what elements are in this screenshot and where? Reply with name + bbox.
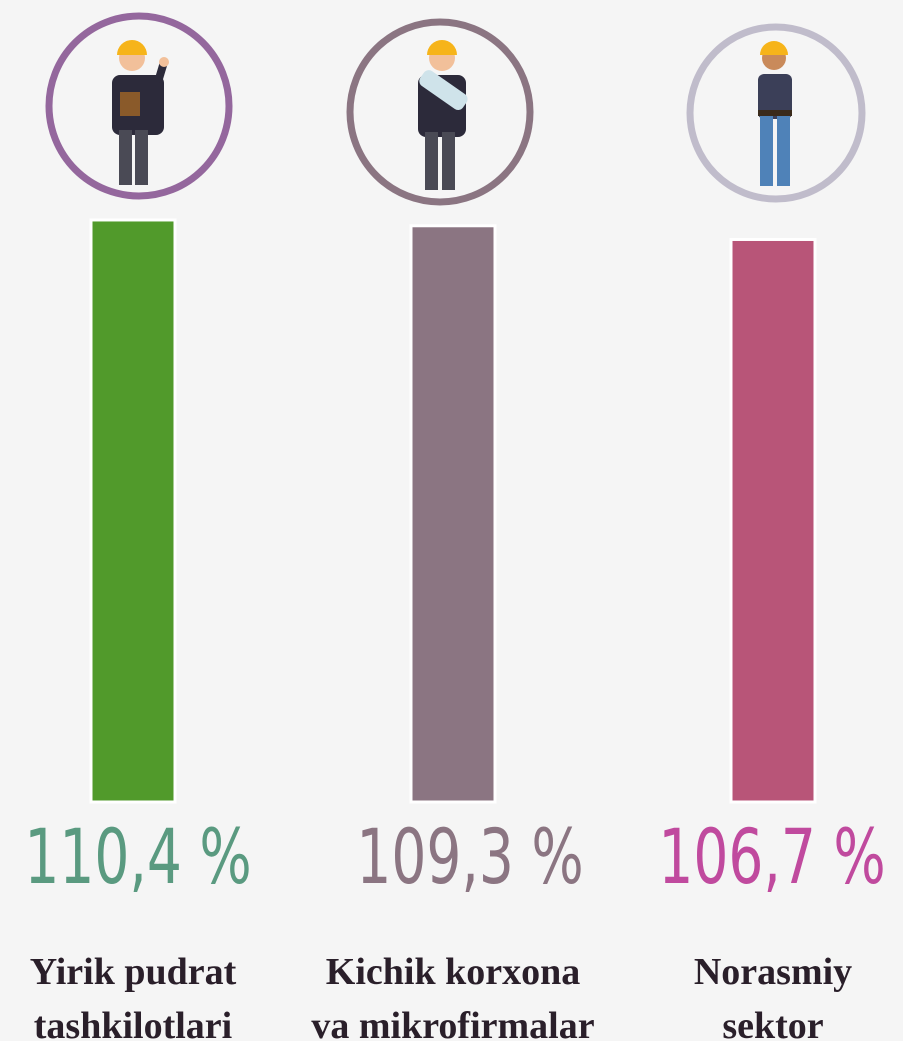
category-label: Yirik pudrat tashkilotlari	[29, 951, 237, 1041]
value-label: 106,7 %	[658, 814, 885, 902]
bar	[409, 224, 497, 804]
value-label: 110,4 %	[24, 814, 251, 902]
category-label: Kichik korxona va mikrofirmalar	[311, 951, 595, 1041]
icon-worker	[686, 23, 866, 203]
icon-manager	[45, 12, 233, 200]
icon-engineer	[346, 18, 534, 206]
bar	[729, 237, 817, 804]
category-label: Norasmiy sektor	[693, 951, 853, 1041]
value-label: 109,3 %	[356, 814, 583, 902]
bar	[89, 218, 177, 804]
